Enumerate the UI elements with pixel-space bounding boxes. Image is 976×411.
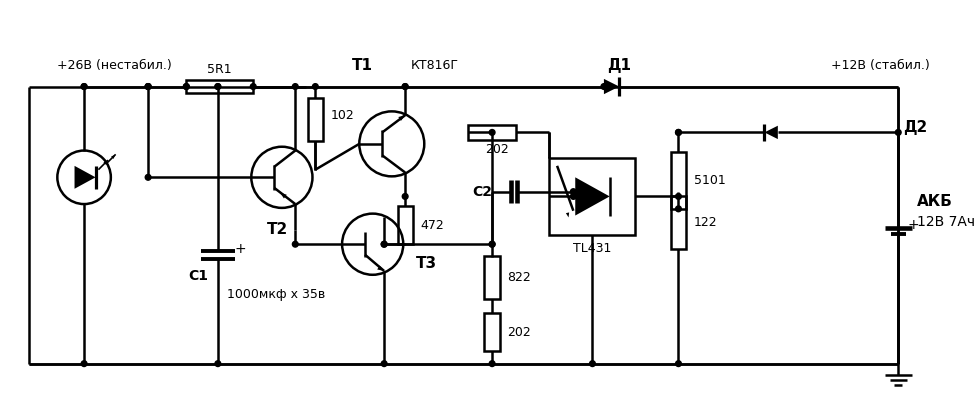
Circle shape [489,129,495,135]
Circle shape [183,84,189,90]
Circle shape [293,84,298,90]
Polygon shape [103,160,108,165]
Text: С2: С2 [472,185,492,199]
Polygon shape [764,126,778,139]
Polygon shape [74,166,96,189]
Bar [186,80,253,93]
Circle shape [675,206,681,212]
Bar [549,158,635,235]
Polygon shape [575,177,610,215]
Circle shape [675,129,681,135]
Circle shape [215,361,221,367]
Text: 202: 202 [508,326,531,339]
Circle shape [312,84,318,90]
Circle shape [183,84,189,90]
Text: 1000мкф х 35в: 1000мкф х 35в [227,289,326,301]
Bar [397,206,413,244]
Circle shape [81,361,87,367]
Text: Т2: Т2 [266,222,288,238]
Polygon shape [111,155,115,159]
Circle shape [489,241,495,247]
Text: TL431: TL431 [573,242,612,254]
Bar [484,313,500,351]
Circle shape [675,361,681,367]
Circle shape [81,84,87,90]
Circle shape [571,194,576,199]
Text: Д1: Д1 [607,58,631,73]
Bar [484,256,500,299]
Text: Д2: Д2 [903,120,927,135]
Text: Т3: Т3 [416,256,437,271]
Text: 102: 102 [331,109,354,122]
Text: 5R1: 5R1 [208,63,232,76]
Circle shape [382,241,387,247]
Text: КТ816Г: КТ816Г [411,59,459,72]
Circle shape [145,84,151,90]
Circle shape [675,129,681,135]
Circle shape [382,241,387,247]
Text: +26В (нестабил.): +26В (нестабил.) [58,59,172,72]
Circle shape [601,84,607,90]
Text: 122: 122 [694,216,717,229]
Circle shape [402,84,408,90]
Text: С1: С1 [188,269,208,283]
Circle shape [81,84,87,90]
Text: +: + [908,218,919,232]
Polygon shape [604,79,619,94]
Circle shape [215,84,221,90]
Circle shape [215,84,221,90]
Bar [671,196,686,249]
Text: 5101: 5101 [694,174,725,187]
Circle shape [675,194,681,199]
Circle shape [895,129,901,135]
Polygon shape [398,115,405,121]
Circle shape [489,361,495,367]
Circle shape [251,84,256,90]
Circle shape [293,241,298,247]
Circle shape [382,361,387,367]
Text: АКБ: АКБ [917,194,954,209]
Text: Т1: Т1 [351,58,373,73]
Circle shape [590,361,595,367]
Text: 202: 202 [485,143,508,156]
Polygon shape [566,212,569,217]
Circle shape [145,84,151,90]
Text: 12В 7Ач: 12В 7Ач [917,215,975,229]
Circle shape [571,189,576,194]
Polygon shape [280,193,287,199]
Circle shape [402,194,408,199]
Circle shape [145,174,151,180]
Circle shape [145,84,151,90]
Bar [468,125,516,140]
Polygon shape [377,266,385,271]
Circle shape [402,84,408,90]
Text: 472: 472 [421,219,444,231]
Bar [671,152,686,209]
Text: +: + [235,242,247,256]
Text: +12В (стабил.): +12В (стабил.) [832,59,930,72]
Circle shape [489,241,495,247]
Text: 822: 822 [508,271,531,284]
Bar [307,98,323,141]
